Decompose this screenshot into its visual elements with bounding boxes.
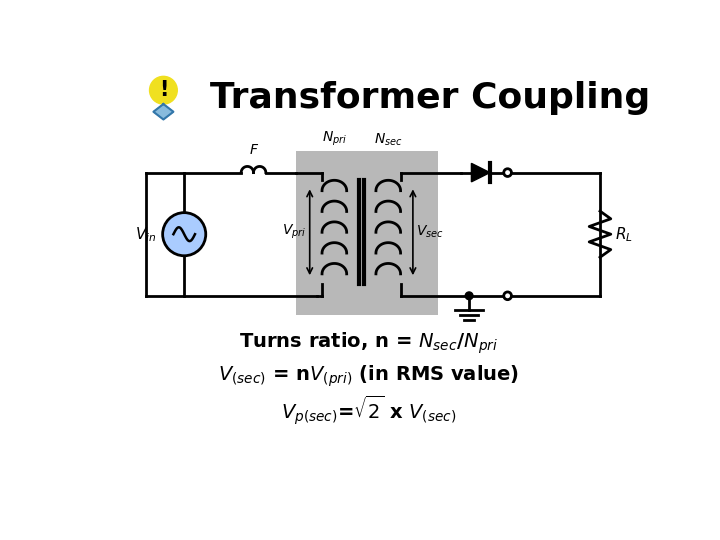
Text: $V_{(sec)}$ = n$V_{(pri)}$ (in RMS value): $V_{(sec)}$ = n$V_{(pri)}$ (in RMS value…: [218, 364, 520, 389]
Text: $R_L$: $R_L$: [616, 225, 634, 244]
Text: Transformer Coupling: Transformer Coupling: [210, 81, 650, 115]
Text: $N_{pri}$: $N_{pri}$: [322, 130, 347, 148]
Polygon shape: [472, 164, 490, 182]
Text: Turns ratio, n = $N_{sec}$/$N_{pri}$: Turns ratio, n = $N_{sec}$/$N_{pri}$: [240, 331, 498, 356]
Circle shape: [465, 292, 473, 300]
Text: $N_{sec}$: $N_{sec}$: [374, 132, 402, 148]
Bar: [296, 151, 438, 315]
Text: $V_{pri}$: $V_{pri}$: [282, 223, 307, 241]
Circle shape: [163, 213, 206, 256]
Circle shape: [504, 168, 511, 177]
Polygon shape: [153, 104, 174, 119]
Text: $V_{p(sec)}$=$\sqrt{2}$ x $V_{(sec)}$: $V_{p(sec)}$=$\sqrt{2}$ x $V_{(sec)}$: [282, 393, 456, 427]
Text: !: !: [158, 80, 168, 100]
Text: $V_{in}$: $V_{in}$: [135, 225, 156, 244]
Circle shape: [150, 76, 177, 104]
Text: $V_{sec}$: $V_{sec}$: [416, 224, 444, 240]
Text: F: F: [250, 143, 258, 157]
Circle shape: [504, 292, 511, 300]
